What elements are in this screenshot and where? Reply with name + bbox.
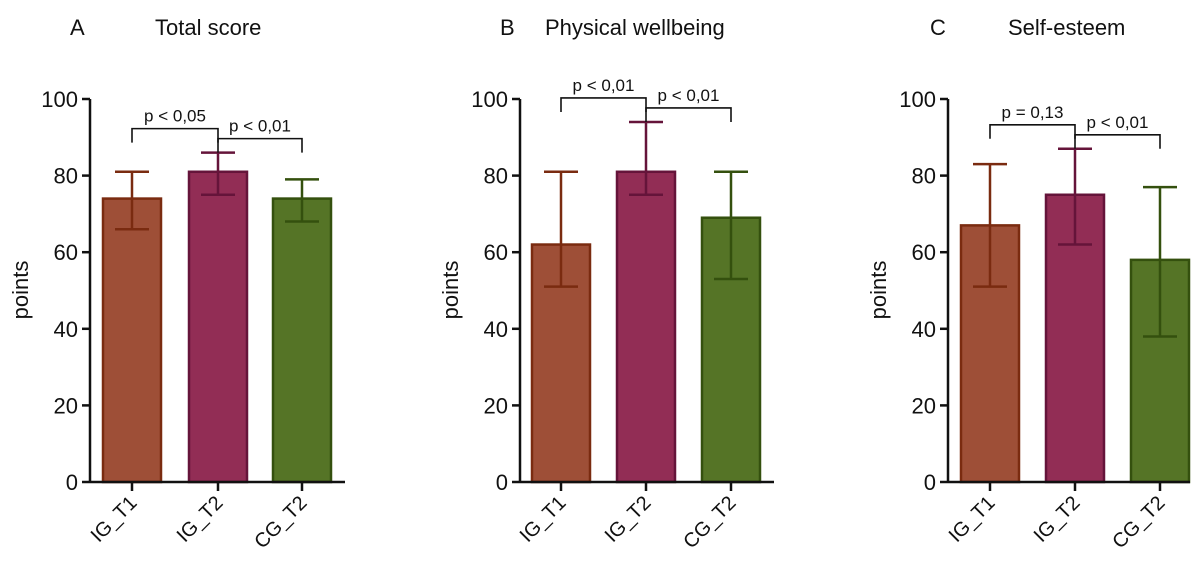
significance-bracket: p < 0,05 [131,107,219,143]
p-value-label: p < 0,01 [658,86,720,105]
p-value-label: p < 0,01 [229,117,291,136]
y-axis-label: points [8,261,33,320]
y-tick-label: 0 [66,470,78,495]
panel-letter: C [930,15,946,40]
error-bar [285,178,319,223]
x-category-label: CG_T2 [679,492,740,553]
bar-ig-t2 [187,170,249,484]
y-tick-label: 40 [484,317,508,342]
panel-b: B Physical wellbeing 0 20 40 60 80 100 IG_T1 IG_T… [438,15,774,553]
error-bar [714,170,748,281]
y-tick-label: 60 [484,240,508,265]
y-tick-label: 100 [471,87,508,112]
error-bar [115,170,149,231]
error-bar [1143,185,1177,338]
panel-title: Total score [155,15,261,40]
x-category-label: IG_T1 [516,492,571,547]
significance-bracket: p = 0,13 [989,103,1076,139]
bar-ig-t1 [101,197,163,484]
y-tick-label: 80 [912,164,936,189]
y-tick-label: 40 [54,317,78,342]
y-tick-label: 100 [41,87,78,112]
x-category-label: IG_T1 [945,492,1000,547]
error-bar [973,162,1007,288]
p-value-label: p < 0,05 [144,107,206,126]
panel-title: Self-esteem [1008,15,1125,40]
p-value-label: p < 0,01 [573,76,635,95]
significance-bracket: p < 0,01 [1074,113,1161,149]
y-tick-label: 20 [912,393,936,418]
y-tick-label: 80 [484,164,508,189]
y-tick-label: 40 [912,317,936,342]
significance-bracket: p < 0,01 [645,86,732,122]
significance-bracket: p < 0,01 [217,117,303,153]
p-value-label: p = 0,13 [1002,103,1064,122]
bar-cg-t2 [271,197,333,484]
panel-c: C Self-esteem 0 20 40 60 80 100 IG_T1 IG_T2 CG_T2 p… [866,15,1191,553]
y-tick-label: 0 [924,470,936,495]
y-axis-label: points [866,261,891,320]
x-category-label: CG_T2 [1108,492,1169,553]
panel-letter: A [70,15,85,40]
x-category-label: IG_T2 [1030,492,1085,547]
x-category-label: IG_T2 [601,492,656,547]
y-tick-label: 20 [54,393,78,418]
y-tick-label: 60 [912,240,936,265]
panel-a: A Total score 0 20 40 60 80 100 IG_T1 IG_T2 CG_T2 p… [8,15,345,553]
y-tick-label: 0 [496,470,508,495]
y-tick-label: 100 [899,87,936,112]
p-value-label: p < 0,01 [1087,113,1149,132]
y-tick-label: 80 [54,164,78,189]
panel-letter: B [500,15,515,40]
x-category-label: IG_T2 [173,492,228,547]
bar-ig-t2 [615,170,677,484]
error-bar [544,170,578,288]
y-tick-label: 60 [54,240,78,265]
x-category-label: IG_T1 [87,492,142,547]
y-axis-label: points [438,261,463,320]
x-category-label: CG_T2 [250,492,311,553]
significance-bracket: p < 0,01 [560,76,647,112]
y-tick-label: 20 [484,393,508,418]
panel-title: Physical wellbeing [545,15,725,40]
